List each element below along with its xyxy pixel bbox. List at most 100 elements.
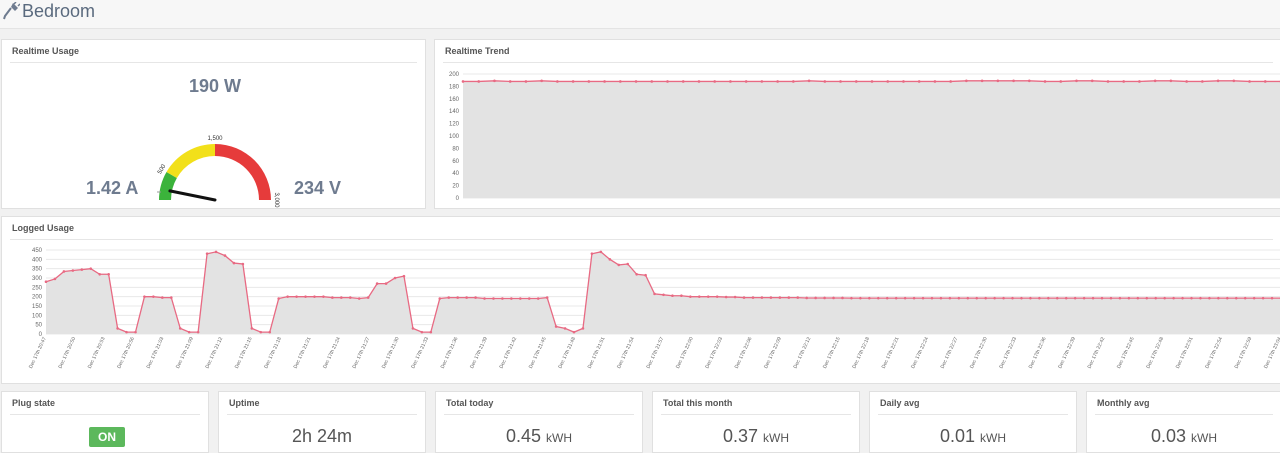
data-point	[45, 280, 48, 283]
gauge-tick-label: 3,000	[273, 192, 279, 208]
data-point	[1233, 80, 1236, 83]
data-point	[1172, 297, 1175, 300]
divider	[878, 414, 1068, 415]
data-point	[1244, 297, 1247, 300]
data-point	[949, 297, 952, 300]
data-point	[588, 80, 591, 83]
data-point	[918, 80, 921, 83]
data-point	[913, 297, 916, 300]
data-point	[716, 295, 719, 298]
data-point	[591, 252, 594, 255]
data-point	[465, 296, 468, 299]
data-point	[215, 251, 218, 254]
data-point	[98, 273, 101, 276]
data-point	[609, 258, 612, 261]
data-point	[1044, 80, 1047, 83]
data-point	[268, 331, 271, 334]
data-point	[170, 296, 173, 299]
x-tick-label: Dec 17th 22:12	[793, 336, 813, 369]
x-tick-label: Dec 17th 21:48	[557, 336, 577, 369]
total-month-title: Total this month	[663, 398, 732, 408]
y-tick-label: 350	[32, 267, 43, 273]
data-point	[635, 273, 638, 276]
plug-toggle-button[interactable]: ON	[89, 427, 125, 447]
monthly-avg-title: Monthly avg	[1097, 398, 1150, 408]
data-point	[242, 263, 245, 266]
data-point	[1208, 297, 1211, 300]
data-point	[304, 295, 307, 298]
divider	[10, 239, 1273, 240]
data-point	[367, 296, 370, 299]
data-point	[188, 331, 191, 334]
x-tick-label: Dec 17th 22:45	[1116, 336, 1136, 369]
x-tick-label: Dec 17th 22:06	[734, 336, 754, 369]
y-tick-label: 120	[449, 122, 460, 128]
y-tick-label: 200	[32, 295, 43, 301]
data-point	[823, 297, 826, 300]
data-point	[1011, 297, 1014, 300]
data-point	[224, 254, 227, 257]
data-point	[1059, 80, 1062, 83]
data-point	[528, 297, 531, 300]
data-point	[805, 297, 808, 300]
data-point	[1138, 80, 1141, 83]
data-point	[904, 297, 907, 300]
data-point	[510, 297, 513, 300]
series-area	[46, 252, 1280, 334]
data-point	[358, 297, 361, 300]
x-tick-label: Dec 17th 21:36	[440, 336, 460, 369]
y-tick-label: 100	[449, 134, 460, 140]
data-point	[519, 297, 522, 300]
data-point	[796, 296, 799, 299]
data-point	[1170, 80, 1173, 83]
data-point	[197, 331, 200, 334]
divider	[227, 414, 417, 415]
data-point	[617, 264, 620, 267]
current-readout: 1.42 A	[86, 178, 138, 199]
x-tick-label: Dec 17th 22:00	[675, 336, 695, 369]
data-point	[619, 80, 622, 83]
x-tick-label: Dec 17th 22:54	[1204, 336, 1224, 369]
data-point	[859, 297, 862, 300]
y-tick-label: 200	[449, 72, 460, 78]
data-point	[868, 297, 871, 300]
data-point	[525, 80, 528, 83]
x-tick-label: Dec 17th 22:39	[1057, 336, 1077, 369]
y-tick-label: 80	[452, 146, 459, 152]
data-point	[107, 273, 110, 276]
data-point	[600, 251, 603, 254]
data-point	[1020, 297, 1023, 300]
monthly-avg-value: 0.03 kWH	[1087, 426, 1280, 447]
x-tick-label: Dec 17th 20:47	[28, 336, 48, 369]
logged-usage-title: Logged Usage	[12, 223, 74, 233]
data-point	[1226, 297, 1229, 300]
divider	[661, 414, 851, 415]
x-tick-label: Dec 17th 21:51	[587, 336, 607, 369]
monthly-avg-unit: kWH	[1191, 431, 1217, 445]
data-point	[125, 331, 128, 334]
data-point	[653, 293, 656, 296]
page-title: Bedroom	[22, 0, 95, 22]
data-point	[776, 80, 779, 83]
data-point	[1145, 297, 1148, 300]
data-point	[179, 327, 182, 330]
x-tick-label: Dec 17th 22:27	[940, 336, 960, 369]
divider	[10, 414, 200, 415]
x-tick-label: Dec 17th 21:42	[499, 336, 519, 369]
data-point	[1101, 297, 1104, 300]
data-point	[1201, 80, 1204, 83]
data-point	[1110, 297, 1113, 300]
data-point	[340, 296, 343, 299]
data-point	[958, 297, 961, 300]
x-tick-label: Dec 17th 21:54	[616, 336, 636, 369]
y-tick-label: 0	[456, 196, 460, 202]
gauge-needle	[170, 191, 215, 200]
data-point	[540, 80, 543, 83]
data-point	[966, 297, 969, 300]
realtime-usage-title: Realtime Usage	[12, 46, 79, 56]
data-point	[546, 296, 549, 299]
data-point	[1107, 80, 1110, 83]
